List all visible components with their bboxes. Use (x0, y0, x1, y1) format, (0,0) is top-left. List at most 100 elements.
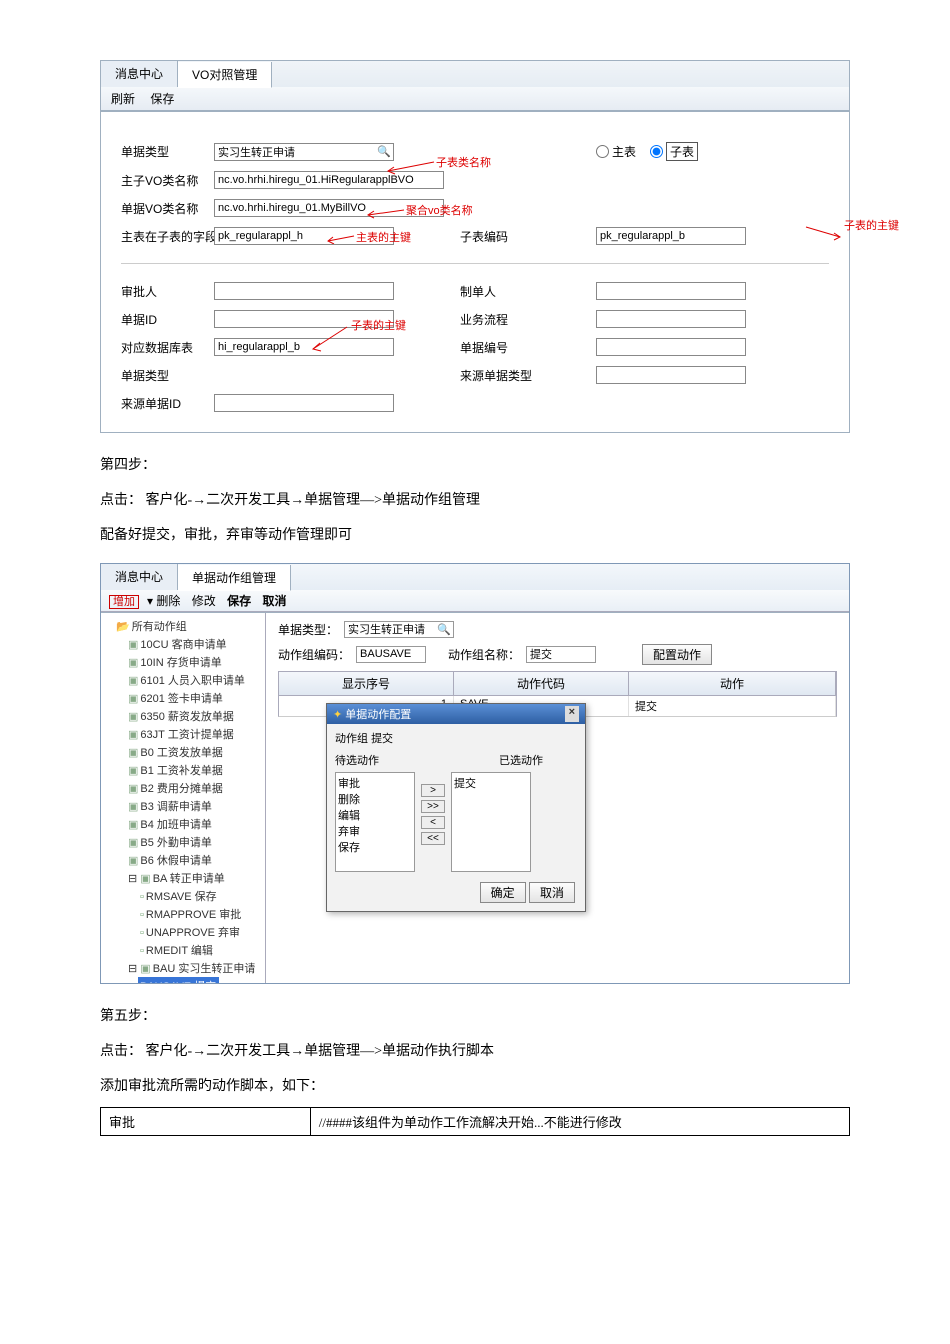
list-item[interactable]: 编辑 (338, 807, 412, 823)
tree-item[interactable]: ▣B0 工资发放单据 (104, 743, 262, 761)
tab2-msg-center[interactable]: 消息中心 (101, 564, 178, 590)
tree-bau[interactable]: ⊟ ▣BAU 实习生转正申请 (104, 959, 262, 977)
separator (121, 263, 829, 264)
search-icon[interactable]: 🔍 (377, 145, 391, 158)
tree-item[interactable]: ▣10CU 客商申请单 (104, 635, 262, 653)
move-all-left-button[interactable]: << (421, 832, 445, 845)
input-srcbillid[interactable] (214, 394, 394, 412)
del-button[interactable]: 删除 (156, 594, 180, 608)
tree-item[interactable]: ▣B2 费用分摊单据 (104, 779, 262, 797)
right-pane: 单据类型： 🔍 动作组编码： 动作组名称： 配置动作 显示序号 动作代码 动作 … (266, 613, 849, 983)
tab2-action-group[interactable]: 单据动作组管理 (178, 565, 291, 591)
lbl-dbtable: 对应数据库表 (121, 339, 206, 356)
tree-leaf[interactable]: ▫RMSAVE 保存 (104, 887, 262, 905)
left-list[interactable]: 审批删除编辑弃审保存 (335, 772, 415, 872)
tree-leaf[interactable]: ▫UNAPPROVE 弃审 (104, 923, 262, 941)
input-srcbilltype[interactable] (596, 366, 746, 384)
input-subcode[interactable] (596, 227, 746, 245)
ok-button[interactable]: 确定 (480, 882, 526, 903)
cancel-button2[interactable]: 取消 (262, 594, 286, 608)
lbl-billid: 单据ID (121, 311, 206, 328)
lbl-subcode: 子表编码 (460, 228, 540, 245)
dialog-title-bar[interactable]: ✦ 单据动作配置 × (327, 704, 585, 724)
tree-item[interactable]: ▣10IN 存货申请单 (104, 653, 262, 671)
list-item[interactable]: 删除 (338, 791, 412, 807)
config-action-button[interactable]: 配置动作 (642, 644, 712, 665)
inp-groupcode[interactable] (356, 646, 426, 663)
tree-item[interactable]: ▣B4 加班申请单 (104, 815, 262, 833)
close-icon[interactable]: × (565, 706, 579, 722)
form-body: 单据类型 🔍 主表 子表 主子VO类名称 单据VO类名称 主表在子表的字段 子表… (101, 112, 849, 432)
action-group-panel: 消息中心 单据动作组管理 增加▾ 删除 修改 保存 取消 📂所有动作组 ▣10C… (100, 563, 850, 984)
tab-msg-center[interactable]: 消息中心 (101, 61, 178, 87)
tab-bar: 消息中心 VO对照管理 (101, 61, 849, 87)
lbl-srcbillid: 来源单据ID (121, 395, 206, 412)
step4-line1: 点击： 客户化-→二次开发工具→单据管理—>单据动作组管理 (100, 488, 850, 513)
grid-header: 显示序号 动作代码 动作 (278, 671, 837, 696)
input-billvo[interactable] (214, 199, 444, 217)
tree-item[interactable]: ▣6350 薪资发放单据 (104, 707, 262, 725)
step4-title: 第四步： (100, 453, 850, 478)
list-item[interactable]: 保存 (338, 839, 412, 855)
tree-item[interactable]: ▣6101 人员入职申请单 (104, 671, 262, 689)
input-main-in-sub[interactable] (214, 227, 394, 245)
table-type-radio[interactable]: 主表 子表 (596, 142, 746, 161)
list-item[interactable]: 弃审 (338, 823, 412, 839)
search-icon-2[interactable]: 🔍 (437, 623, 451, 636)
input-dbtable[interactable] (214, 338, 394, 356)
annot-sub-pk-right: 子表的主键 (844, 217, 899, 233)
input-maker[interactable] (596, 282, 746, 300)
cell-approve: 审批 (101, 1108, 311, 1136)
col-action: 动作 (629, 672, 836, 695)
tree-item[interactable]: ▣B1 工资补发单据 (104, 761, 262, 779)
input-mainsubvo[interactable] (214, 171, 444, 189)
input-bizflow[interactable] (596, 310, 746, 328)
step5-line2: 添加审批流所需旳动作脚本，如下： (100, 1074, 850, 1099)
tree-leaf[interactable]: ▫RMEDIT 编辑 (104, 941, 262, 959)
lbl-billtype3: 单据类型： (278, 621, 338, 638)
move-left-button[interactable]: < (421, 816, 445, 829)
input-billno[interactable] (596, 338, 746, 356)
lbl-billvo: 单据VO类名称 (121, 200, 206, 217)
cancel-dlg-button[interactable]: 取消 (529, 882, 575, 903)
lbl-groupcode: 动作组编码： (278, 646, 350, 663)
lbl-approver: 审批人 (121, 283, 206, 300)
save-button2[interactable]: 保存 (227, 594, 251, 608)
list-item[interactable]: 提交 (454, 775, 528, 791)
panel2-header: 消息中心 单据动作组管理 增加▾ 删除 修改 保存 取消 (101, 564, 849, 613)
add-button[interactable]: 增加 (109, 595, 139, 609)
tree-item[interactable]: ▣6201 签卡申请单 (104, 689, 262, 707)
tree-item[interactable]: ▣B6 休假申请单 (104, 851, 262, 869)
mod-button[interactable]: 修改 (192, 594, 216, 608)
step5-title: 第五步： (100, 1004, 850, 1029)
tree-pane[interactable]: 📂所有动作组 ▣10CU 客商申请单▣10IN 存货申请单▣6101 人员入职申… (101, 613, 266, 983)
radio-main[interactable] (596, 145, 609, 158)
tab-vo-mgmt[interactable]: VO对照管理 (178, 62, 272, 88)
lbl-mainsubvo: 主子VO类名称 (121, 172, 206, 189)
lbl-bill-type: 单据类型 (121, 143, 206, 160)
lbl-dlg-group: 动作组 (335, 733, 368, 745)
move-right-button[interactable]: > (421, 784, 445, 797)
tree-item[interactable]: ▣63JT 工资计提单据 (104, 725, 262, 743)
refresh-button[interactable]: 刷新 (111, 92, 135, 106)
input-approver[interactable] (214, 282, 394, 300)
toolbar: 刷新 保存 (101, 87, 849, 111)
tree-bau-selected[interactable]: BAUSAVE 提交 (138, 977, 219, 983)
save-button[interactable]: 保存 (150, 92, 174, 106)
action-config-dialog: ✦ 单据动作配置 × 动作组 提交 待选动作 已选动作 审批删除编辑弃审保存 >… (326, 703, 586, 912)
radio-sub[interactable] (650, 145, 663, 158)
tree-ba[interactable]: ⊟ ▣BA 转正申请单 (104, 869, 262, 887)
tree-leaf[interactable]: ▫RMAPPROVE 审批 (104, 905, 262, 923)
inp-groupname[interactable] (526, 646, 596, 663)
tree-item[interactable]: ▣B3 调薪申请单 (104, 797, 262, 815)
input-billid[interactable] (214, 310, 394, 328)
input-bill-type[interactable] (214, 143, 394, 161)
col-code: 动作代码 (454, 672, 629, 695)
tree-root[interactable]: 📂所有动作组 (104, 617, 262, 635)
lbl-right: 已选动作 (499, 752, 543, 768)
list-item[interactable]: 审批 (338, 775, 412, 791)
right-list[interactable]: 提交 (451, 772, 531, 872)
move-all-right-button[interactable]: >> (421, 800, 445, 813)
tree-item[interactable]: ▣B5 外勤申请单 (104, 833, 262, 851)
toolbar2: 增加▾ 删除 修改 保存 取消 (101, 590, 849, 612)
